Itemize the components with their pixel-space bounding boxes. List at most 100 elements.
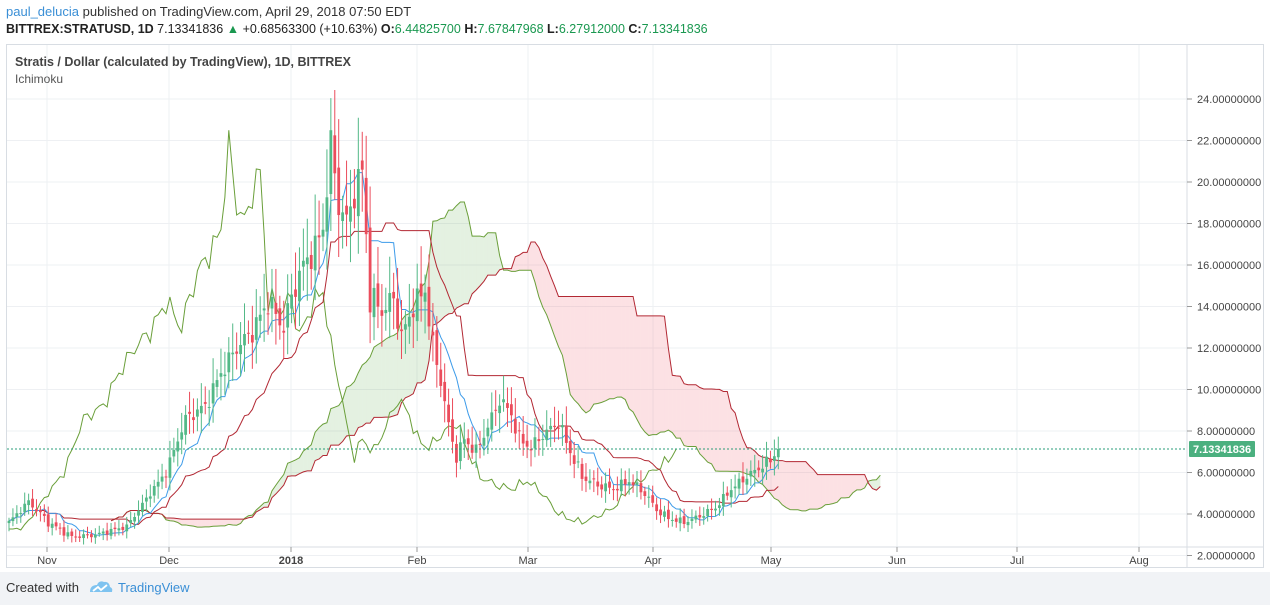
cloud-segment — [778, 460, 783, 505]
cloud-segment — [707, 388, 712, 464]
cloud-segment — [644, 315, 649, 436]
cloud-segment — [193, 519, 198, 528]
change-value: +0.68563300 (+10.63%) — [242, 22, 378, 36]
cloud-segment — [534, 241, 539, 297]
candle-body — [243, 334, 246, 346]
cloud-segment — [770, 459, 775, 499]
candle-body — [745, 478, 749, 485]
cloud-segment — [515, 255, 520, 272]
cloud-segment — [468, 216, 473, 304]
candle-body — [588, 480, 592, 484]
candle-body — [694, 515, 698, 520]
tenkan-sen — [8, 172, 779, 536]
candle-body — [258, 314, 262, 321]
cloud-segment — [735, 412, 740, 472]
cloud-segment — [421, 282, 426, 383]
candle-body — [305, 257, 309, 265]
cloud-segment — [483, 232, 488, 282]
high-label: H: — [464, 22, 478, 36]
candle-body — [725, 492, 729, 496]
price-tag: 7.13341836 — [1189, 440, 1255, 457]
candle-body — [188, 411, 191, 414]
candle-body — [553, 425, 556, 428]
cloud-segment — [613, 296, 618, 399]
cloud-segment — [319, 424, 323, 459]
candle-body — [168, 457, 172, 478]
cloud-segment — [684, 383, 689, 447]
tradingview-logo-icon[interactable] — [88, 579, 114, 602]
close-value: 7.13341836 — [641, 22, 708, 36]
cloud-segment — [829, 474, 834, 505]
candle-body — [35, 509, 38, 512]
cloud-segment — [350, 381, 355, 436]
cloud-segment — [794, 461, 798, 510]
candle-body — [604, 483, 607, 492]
cloud-segment — [672, 375, 677, 439]
ichimoku-cloud — [111, 202, 881, 528]
cloud-segment — [617, 296, 622, 398]
cloud-segment — [841, 474, 846, 498]
cloud-segment — [283, 463, 288, 486]
cloud-segment — [362, 361, 367, 427]
candle-body — [199, 405, 203, 414]
cloud-segment — [393, 332, 398, 416]
candle-body — [733, 486, 737, 489]
cloud-segment — [377, 342, 382, 418]
cloud-segment — [758, 455, 763, 485]
cloud-segment — [691, 384, 696, 447]
cloud-segment — [715, 389, 720, 472]
last-price: 7.13341836 — [157, 22, 224, 36]
y-tick-label: 20.00000000 — [1197, 177, 1261, 189]
cloud-segment — [640, 315, 645, 432]
cloud-segment — [315, 427, 320, 461]
cloud-segment — [680, 376, 685, 446]
candle-body — [690, 518, 694, 521]
cloud-segment — [825, 474, 830, 505]
candle-body — [529, 449, 533, 451]
cloud-segment — [601, 296, 606, 403]
cloud-segment — [817, 474, 822, 510]
y-tick-label: 8.00000000 — [1197, 426, 1255, 438]
cloud-segment — [703, 388, 708, 463]
tradingview-brand[interactable]: TradingView — [118, 580, 190, 595]
cloud-segment — [185, 519, 190, 526]
candle-body — [670, 519, 674, 521]
candle-body — [486, 427, 490, 437]
price-chart[interactable]: 24.00000000 22.00000000 20.00000000 18.0000… — [7, 45, 1263, 567]
cloud-segment — [440, 217, 445, 321]
candle-body — [447, 404, 450, 423]
candle-body — [129, 520, 133, 524]
candle-body — [541, 439, 545, 441]
y-tick-label: 22.00000000 — [1197, 136, 1261, 148]
x-tick-label: 2018 — [279, 555, 303, 567]
candle-body — [207, 406, 211, 408]
cloud-segment — [845, 474, 849, 498]
candle-body — [223, 374, 227, 377]
cloud-segment — [727, 391, 732, 472]
close-label: C: — [628, 22, 642, 36]
cloud-segment — [699, 387, 704, 458]
cloud-segment — [731, 408, 736, 472]
candle-body — [27, 500, 31, 506]
candle-body — [78, 536, 82, 538]
candle-body — [113, 527, 117, 530]
cloud-segment — [401, 315, 406, 403]
cloud-segment — [409, 307, 414, 397]
candle-body — [160, 476, 164, 482]
cloud-segment — [574, 296, 579, 404]
cloud-segment — [821, 474, 826, 508]
candle-body — [262, 308, 266, 311]
candle-body — [31, 498, 34, 508]
candle-body — [615, 488, 619, 491]
cloud-segment — [872, 479, 877, 491]
y-tick-label: 18.00000000 — [1197, 219, 1261, 231]
x-tick-label: Feb — [408, 555, 427, 567]
chart-container[interactable]: 24.00000000 22.00000000 20.00000000 18.0000… — [6, 44, 1264, 568]
cloud-segment — [452, 205, 457, 314]
candle-body — [349, 206, 352, 222]
author-link[interactable]: paul_delucia — [6, 4, 80, 19]
candle-body — [608, 481, 611, 488]
symbol-label: BITTREX:STRATUSD, 1D — [6, 22, 154, 36]
cloud-segment — [570, 296, 575, 400]
cloud-segment — [260, 502, 265, 510]
